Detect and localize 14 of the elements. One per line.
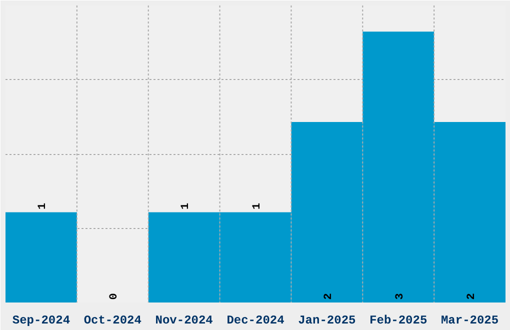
data-label: 1 bbox=[180, 202, 192, 210]
x-tick-label: Sep-2024 bbox=[12, 314, 70, 328]
x-tick-label: Mar-2025 bbox=[440, 314, 499, 328]
data-label: 0 bbox=[108, 293, 121, 300]
data-label: 3 bbox=[394, 292, 406, 300]
data-label: 1 bbox=[37, 202, 50, 210]
x-tick-label: Feb-2025 bbox=[370, 314, 428, 328]
x-tick-label: Oct-2024 bbox=[84, 314, 142, 328]
data-label: 2 bbox=[322, 293, 335, 300]
x-tick-label: Jan-2025 bbox=[298, 314, 356, 328]
x-tick-label: Dec-2024 bbox=[226, 314, 284, 328]
data-label: 1 bbox=[252, 202, 264, 210]
x-tick-label: Nov-2024 bbox=[155, 314, 213, 328]
data-label: 2 bbox=[466, 293, 478, 300]
